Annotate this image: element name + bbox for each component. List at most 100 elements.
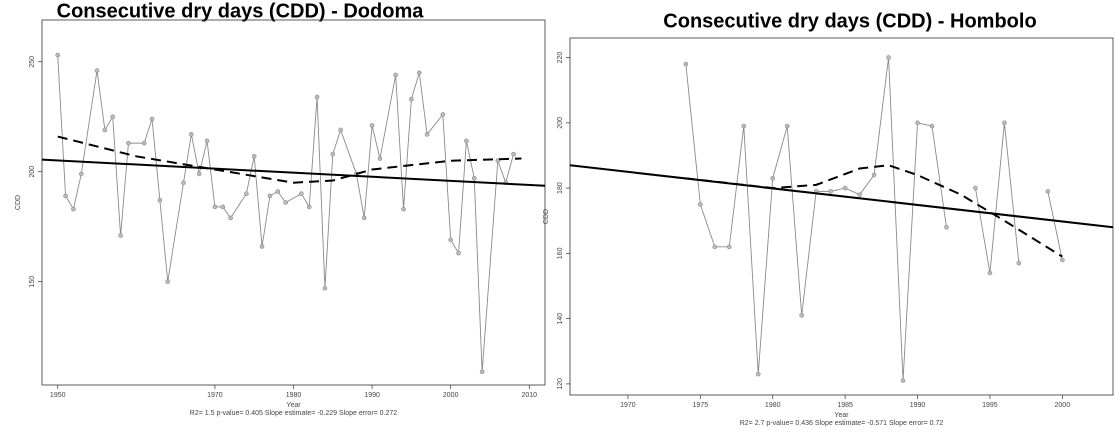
data-point [165,279,171,284]
x-tick-label: 1980 [286,392,302,399]
data-line [974,122,1020,274]
x-axis-label: Year [834,412,849,419]
data-point [283,200,288,205]
data-point [189,132,194,137]
data-point [409,96,414,102]
data-point [886,55,891,60]
data-point [416,70,422,76]
data-line [685,57,947,381]
data-point [755,371,761,377]
data-point [944,224,949,230]
x-tick-label: 1970 [620,402,636,409]
data-point [900,378,906,383]
data-point [196,171,202,177]
y-tick-label: 200 [29,166,36,178]
x-tick-label: 1990 [364,392,380,399]
plot-frame [41,19,546,386]
data-point [1060,257,1065,263]
data-point [94,68,100,73]
y-tick-label: 180 [557,182,564,194]
data-point [1045,189,1051,194]
data-point [228,215,233,221]
data-point [770,176,776,181]
data-point [929,123,935,129]
data-point [78,171,84,177]
x-axis-label: Year [286,402,301,409]
plot-frame [569,37,1114,396]
y-tick-label: 250 [29,56,36,68]
data-point [683,61,689,67]
data-point [464,138,469,144]
chart-title: Consecutive dry days (CDD) - Dodoma [57,0,425,22]
y-tick-label: 150 [29,276,36,288]
data-point [55,52,61,58]
y-tick-label: 220 [557,52,564,64]
data-point [314,94,320,100]
x-tick-label: 1970 [207,392,223,399]
data-point [456,250,461,256]
data-point [267,193,273,199]
x-tick-label: 1950 [50,392,66,399]
data-point [181,180,186,186]
trend-line [41,158,546,187]
data-line [57,55,514,372]
annotation: R2= 1.5 p-value= 0.405 Slope estimate= -… [190,410,398,417]
data-point [741,123,747,129]
data-point [251,154,257,159]
data-point [141,140,147,146]
data-point [330,151,336,157]
x-tick-label: 2000 [443,392,459,399]
data-point [495,158,501,164]
data-point [102,127,108,133]
data-point [299,191,304,197]
x-tick-label: 1980 [765,402,781,409]
x-tick-label: 2000 [1055,402,1071,409]
y-tick-label: 200 [557,117,564,129]
data-point [157,198,163,203]
data-point [369,123,375,128]
data-point [306,204,312,210]
data-point [842,185,848,191]
data-point [126,140,131,146]
data-point [828,189,833,194]
data-point [204,138,210,144]
data-point [338,127,343,133]
x-tick-label: 1975 [693,402,709,409]
data-point [118,233,123,238]
data-point [110,114,116,120]
data-point [424,132,430,137]
data-point [511,151,516,157]
data-point [63,193,68,199]
x-tick-label: 2010 [521,392,537,399]
data-point [244,191,249,197]
data-point [973,185,978,191]
trend-line [569,164,1114,229]
y-tick-label: 160 [557,247,564,259]
annotation: R2= 2.7 p-value= 0.436 Slope estimate= -… [740,420,944,427]
data-point [448,237,453,243]
data-point [871,172,877,178]
x-tick-label: 1990 [910,402,926,409]
x-tick-label: 1995 [982,402,998,409]
data-point [149,116,155,122]
data-point [712,244,718,250]
data-point [220,204,226,210]
data-point [698,202,703,207]
smooth-line [685,164,1063,258]
y-axis-label: CDD [15,195,22,210]
data-point [784,123,790,129]
data-point [275,189,281,194]
x-tick-label: 1985 [837,402,853,409]
data-point [471,176,477,181]
data-point [401,206,406,212]
y-axis-label: CDD [543,209,550,224]
data-point [322,285,328,291]
data-point [377,156,383,161]
data-point [1016,260,1022,266]
data-point [857,192,862,197]
data-point [479,369,485,375]
data-point [212,204,218,210]
data-point [987,270,993,276]
data-point [361,215,367,221]
data-point [71,206,76,212]
